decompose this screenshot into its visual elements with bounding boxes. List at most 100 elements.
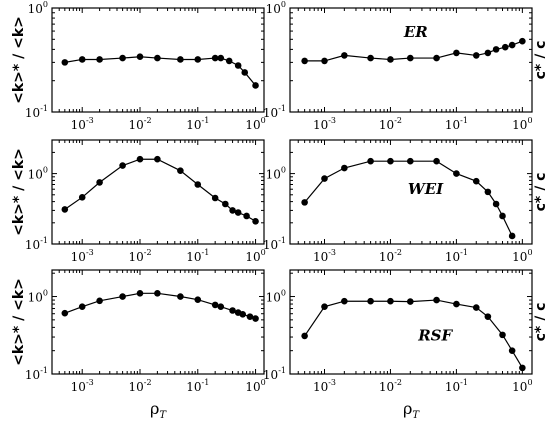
data-point	[154, 55, 161, 62]
data-point	[96, 56, 103, 63]
data-point	[367, 55, 374, 62]
data-point	[239, 311, 246, 318]
x-tick-label: 10-2	[379, 248, 402, 264]
x-tick-label: 10-3	[71, 116, 94, 132]
panel-annotation: RSF	[417, 327, 453, 345]
data-point	[367, 158, 374, 165]
data-point	[509, 347, 516, 354]
data-point	[252, 82, 259, 89]
y-axis-title: <k>* / <k>	[11, 148, 27, 236]
data-point	[222, 201, 229, 208]
data-point	[79, 194, 86, 201]
x-tick-label: 10-1	[186, 116, 209, 132]
data-point	[79, 56, 86, 63]
data-point	[433, 55, 440, 62]
data-point	[387, 298, 394, 305]
data-point	[433, 297, 440, 304]
data-point	[509, 42, 516, 49]
y-tick-label: 100	[266, 289, 286, 305]
x-tick-label: 10-2	[128, 116, 151, 132]
data-point	[519, 365, 526, 372]
y-axis-title: <k>* / <k>	[11, 278, 27, 366]
x-tick-label: 10-3	[71, 248, 94, 264]
data-point	[252, 218, 259, 225]
data-point	[473, 304, 480, 311]
y-axis-title: c* / c	[533, 173, 545, 212]
data-point	[217, 55, 224, 62]
x-tick-label: 10-2	[379, 116, 402, 132]
plot-frame	[52, 140, 264, 244]
x-tick-label: 10-3	[313, 378, 336, 394]
y-tick-label: 100	[28, 166, 48, 182]
x-tick-label: 100	[512, 378, 532, 394]
data-point	[499, 332, 506, 339]
y-axis-title: c* / c	[533, 303, 545, 342]
data-point	[485, 313, 492, 320]
data-point	[453, 170, 460, 177]
data-point	[119, 293, 126, 300]
data-point	[217, 303, 224, 310]
y-axis-title: c* / c	[533, 41, 545, 80]
x-tick-label: 10-3	[313, 248, 336, 264]
data-point	[485, 50, 492, 57]
panel-annotation: WEI	[408, 180, 444, 198]
y-tick-label: 100	[266, 166, 286, 182]
data-point	[407, 298, 414, 305]
panel-middle-right: 10-310-210-110010-1100c* / cWEI	[263, 140, 545, 264]
data-point	[301, 199, 308, 206]
data-point	[321, 58, 328, 65]
data-point	[119, 55, 126, 62]
data-point	[473, 178, 480, 185]
y-tick-label: 10-1	[25, 236, 48, 252]
series-line	[305, 300, 523, 368]
data-point	[301, 333, 308, 340]
data-point	[194, 181, 201, 188]
x-tick-label: 10-2	[379, 378, 402, 394]
data-point	[226, 58, 233, 65]
data-point	[235, 62, 242, 69]
x-tick-label: 10-2	[128, 378, 151, 394]
data-point	[519, 38, 526, 45]
panel-annotation: ER	[403, 23, 428, 41]
data-point	[62, 206, 69, 213]
data-point	[154, 156, 161, 163]
panel-bottom-left: 10-3 10-2 10-1 10010-1100<k>* / <k>ρT	[11, 270, 266, 421]
data-point	[247, 313, 254, 320]
data-point	[177, 56, 184, 63]
x-tick-label: 10-1	[445, 248, 468, 264]
data-point	[367, 298, 374, 305]
x-tick-label: 10-2	[128, 248, 151, 264]
data-point	[243, 213, 250, 220]
plot-frame	[52, 270, 264, 374]
data-point	[137, 290, 144, 297]
data-point	[493, 201, 500, 208]
data-point	[62, 310, 69, 317]
y-tick-label: 100	[28, 289, 48, 305]
data-point	[212, 302, 219, 309]
y-tick-label: 100	[266, 0, 286, 16]
panel-bottom-right: 10-310-210-110010-1100c* / cρTRSF	[263, 270, 545, 421]
data-point	[341, 165, 348, 172]
data-point	[407, 158, 414, 165]
y-axis-title: <k>* / <k>	[11, 16, 27, 104]
y-tick-label: 10-1	[25, 366, 48, 382]
x-axis-title: ρT	[403, 399, 420, 421]
series-line	[65, 159, 256, 221]
data-point	[387, 56, 394, 63]
panel-top-left: 10-3 10-2 10-1 10010-1100<k>* / <k>	[11, 0, 266, 132]
data-point	[119, 162, 126, 169]
panel-middle-left: 10-3 10-2 10-1 10010-1100<k>* / <k>	[11, 140, 266, 264]
data-point	[96, 179, 103, 186]
x-tick-label: 10-1	[445, 378, 468, 394]
x-tick-label: 100	[512, 116, 532, 132]
panel-top-right: 10-3 10-2 10-1 100 10-1 100 c* / c ER	[263, 0, 545, 132]
data-point	[473, 52, 480, 59]
data-point	[252, 315, 259, 322]
data-point	[321, 303, 328, 310]
data-point	[341, 298, 348, 305]
y-tick-label: 10-1	[25, 104, 48, 120]
x-axis-title: ρT	[150, 399, 167, 421]
data-point	[301, 58, 308, 65]
data-point	[321, 175, 328, 182]
